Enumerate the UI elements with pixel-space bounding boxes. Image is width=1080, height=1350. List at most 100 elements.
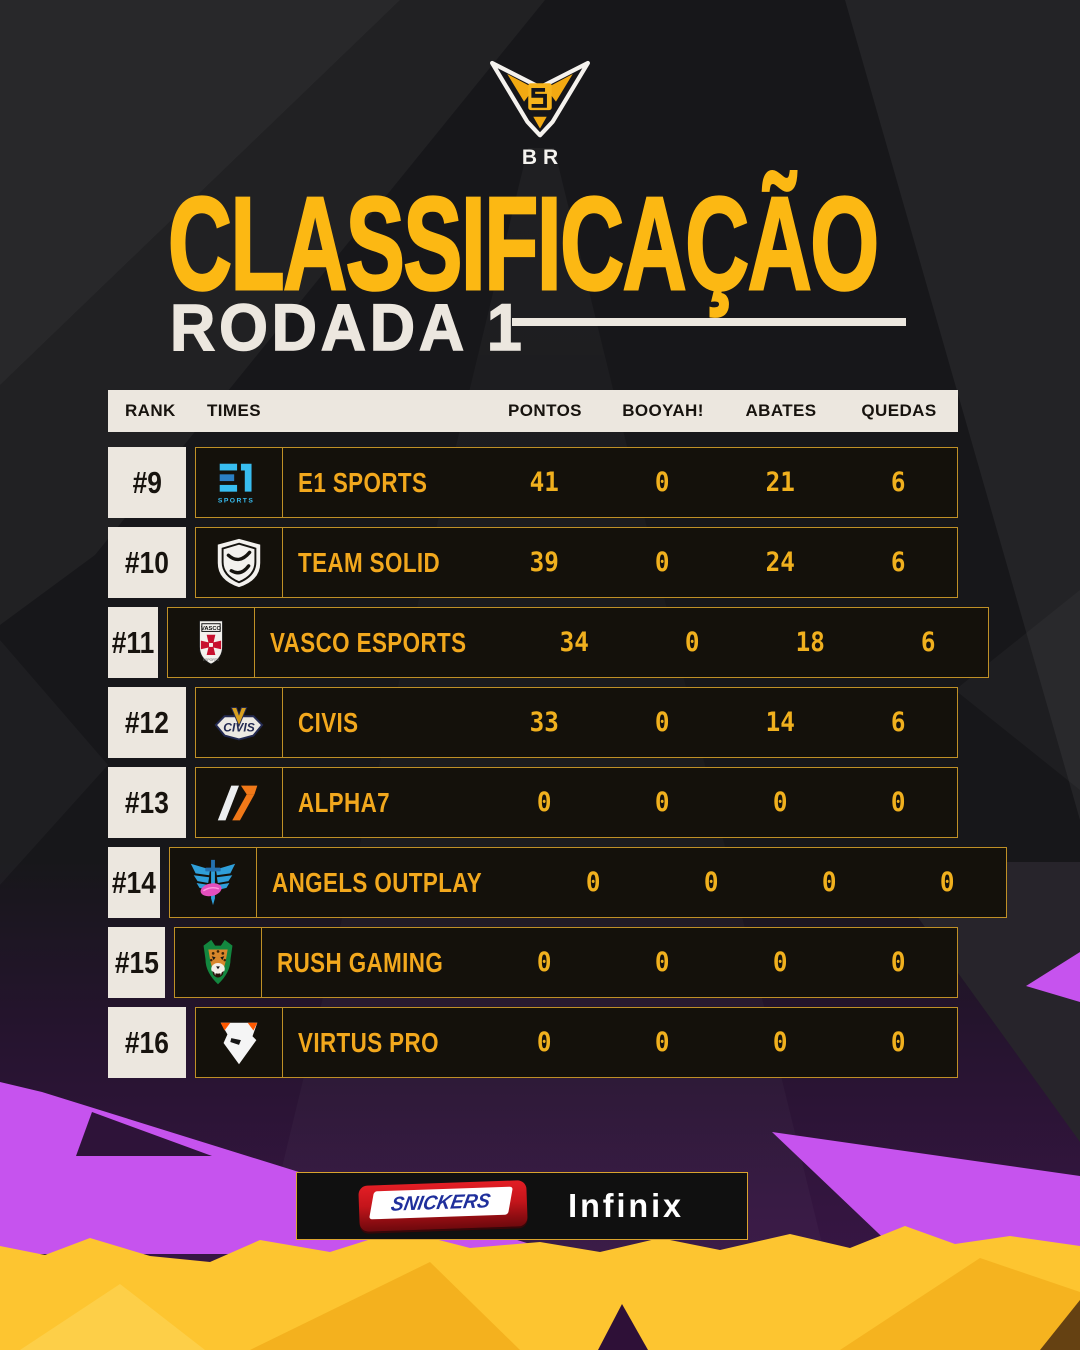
team-name: CIVIS	[298, 706, 359, 738]
stat-quedas: 0	[890, 1027, 906, 1058]
league-brand: BR	[0, 58, 1080, 170]
page-title: CLASSIFICAÇÃO	[167, 170, 880, 317]
region-badge: BR	[521, 146, 565, 169]
virtus-pro-logo	[196, 1008, 283, 1077]
civis-logo: CIVIS	[196, 688, 283, 757]
stat-booyah: 0	[654, 547, 670, 578]
team-solid-logo	[196, 528, 283, 597]
stat-quedas: 6	[890, 547, 906, 578]
stat-pontos: 41	[529, 467, 559, 498]
stat-abates: 21	[765, 467, 795, 498]
stat-booyah: 0	[654, 947, 670, 978]
rank-cell: #14	[108, 847, 160, 918]
stat-pontos: 0	[536, 787, 552, 818]
stat-quedas: 6	[890, 467, 906, 498]
stat-booyah: 0	[704, 867, 719, 898]
team-row-panel: VIRTUS PRO 0 0 0 0	[195, 1007, 958, 1078]
stat-quedas: 0	[890, 947, 906, 978]
stat-pontos: 33	[529, 707, 559, 738]
table-row: #9 SPORTS E1 SPORTS 41 0 21 6	[108, 447, 958, 518]
rank-label: #10	[125, 544, 169, 580]
team-row-panel: ALPHA7 0 0 0 0	[195, 767, 958, 838]
team-row-panel: RUSH GAMING 0 0 0 0	[174, 927, 958, 998]
svg-text:SPORTS: SPORTS	[218, 497, 254, 504]
rank-cell: #16	[108, 1007, 186, 1078]
e1-sports-logo: SPORTS	[196, 448, 283, 517]
table-row: #11 VASCO ESPORTS VASCO ESPORTS 34 0 18 …	[108, 607, 989, 678]
team-row-panel: ANGELS OUTPLAY 0 0 0 0	[168, 847, 1008, 918]
rank-cell: #13	[108, 767, 186, 838]
sponsor-bar: SNICKERS Infinix	[296, 1172, 748, 1240]
team-row-panel: SPORTS E1 SPORTS 41 0 21 6	[195, 447, 958, 518]
vasco-esports-logo: VASCO ESPORTS	[168, 608, 256, 677]
column-header-pontos: PONTOS	[508, 401, 582, 420]
stat-abates: 0	[772, 1027, 788, 1058]
table-row: #13 ALPHA7 0 0 0 0	[108, 767, 958, 838]
stat-abates: 0	[772, 947, 788, 978]
stat-quedas: 0	[890, 787, 906, 818]
standings-rows: #9 SPORTS E1 SPORTS 41 0 21 6 #10 TEAM S…	[108, 447, 1008, 1078]
rank-label: #12	[125, 704, 169, 740]
rank-cell: #12	[108, 687, 186, 758]
team-row-panel: VASCO ESPORTS VASCO ESPORTS 34 0 18 6	[167, 607, 989, 678]
angels-outplay-logo	[170, 848, 257, 917]
team-name: VASCO ESPORTS	[270, 626, 467, 658]
stat-pontos: 0	[536, 1027, 552, 1058]
team-row-panel: CIVIS CIVIS 33 0 14 6	[195, 687, 958, 758]
rank-label: #16	[125, 1024, 169, 1060]
stat-booyah: 0	[654, 787, 670, 818]
stat-abates: 14	[765, 707, 795, 738]
stat-quedas: 6	[921, 627, 936, 658]
table-row: #14 ANGELS OUTPLAY 0 0 0 0	[108, 847, 1008, 918]
rank-cell: #9	[108, 447, 186, 518]
rank-label: #13	[125, 784, 169, 820]
column-header-abates: ABATES	[745, 401, 817, 420]
rank-label: #14	[111, 864, 156, 900]
svg-text:VASCO: VASCO	[201, 625, 222, 631]
rank-cell: #10	[108, 527, 186, 598]
stat-pontos: 34	[559, 627, 590, 658]
table-header: RANK TIMES PONTOS BOOYAH! ABATES QUEDAS	[108, 390, 958, 432]
team-name: ANGELS OUTPLAY	[271, 866, 482, 898]
stat-booyah: 0	[654, 707, 670, 738]
page-subtitle-row: RODADA 1	[169, 293, 908, 361]
league-crown-icon	[490, 60, 590, 138]
table-row: #12 CIVIS CIVIS 33 0 14 6	[108, 687, 958, 758]
stat-quedas: 6	[890, 707, 906, 738]
rush-gaming-logo	[175, 928, 263, 997]
rank-cell: #15	[108, 927, 166, 998]
stat-pontos: 39	[529, 547, 559, 578]
alpha7-logo	[196, 768, 283, 837]
stat-booyah: 0	[685, 627, 700, 658]
stat-abates: 0	[822, 867, 837, 898]
stat-booyah: 0	[654, 467, 670, 498]
column-header-times: TIMES	[207, 401, 261, 420]
snickers-logo: SNICKERS	[358, 1180, 528, 1232]
stat-abates: 18	[795, 627, 826, 658]
team-name: E1 SPORTS	[298, 466, 428, 498]
stat-abates: 24	[765, 547, 795, 578]
team-name: RUSH GAMING	[277, 946, 444, 978]
team-name: VIRTUS PRO	[298, 1026, 439, 1058]
snickers-wordmark: SNICKERS	[389, 1189, 493, 1216]
stat-pontos: 0	[586, 867, 601, 898]
svg-text:CIVIS: CIVIS	[223, 720, 254, 734]
subtitle-underline	[512, 318, 906, 326]
table-row: #10 TEAM SOLID 39 0 24 6	[108, 527, 958, 598]
snickers-label-band: SNICKERS	[368, 1186, 513, 1220]
infinix-logo: Infinix	[568, 1187, 684, 1224]
table-row: #16 VIRTUS PRO 0 0 0 0	[108, 1007, 958, 1078]
team-row-panel: TEAM SOLID 39 0 24 6	[195, 527, 958, 598]
stat-pontos: 0	[536, 947, 552, 978]
rank-label: #9	[132, 464, 162, 500]
stat-booyah: 0	[654, 1027, 670, 1058]
column-header-rank: RANK	[125, 401, 176, 420]
table-row: #15 RUSH GAMING 0 0 0 0	[108, 927, 958, 998]
team-name: TEAM SOLID	[298, 546, 441, 578]
stat-abates: 0	[772, 787, 788, 818]
rank-label: #15	[114, 944, 159, 980]
standings-table: RANK TIMES PONTOS BOOYAH! ABATES QUEDAS …	[108, 390, 1008, 1087]
rank-cell: #11	[108, 607, 159, 678]
page-subtitle: RODADA 1	[169, 290, 526, 364]
